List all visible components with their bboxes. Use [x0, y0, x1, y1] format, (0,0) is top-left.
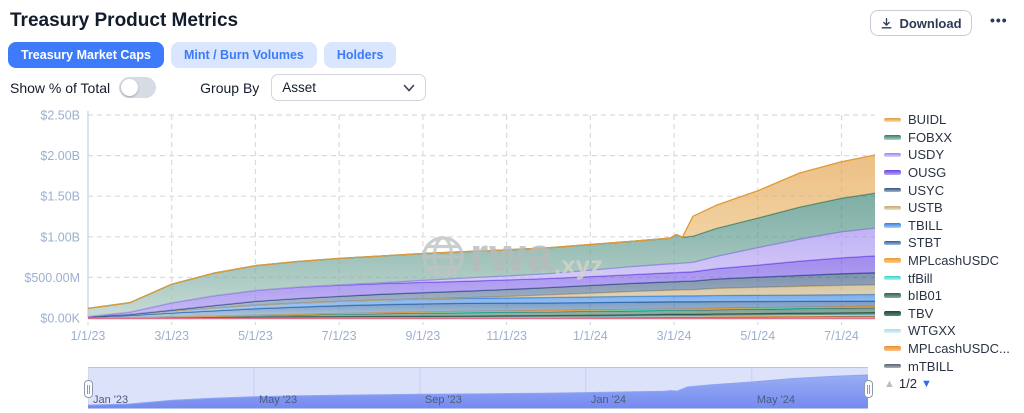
- legend-label: TBILL: [908, 217, 943, 233]
- x-axis-tick: 3/1/24: [657, 329, 692, 343]
- tab-treasury-market-caps[interactable]: Treasury Market Caps: [8, 42, 164, 68]
- time-range-brush[interactable]: Jan '23 May '23 Sep '23 Jan '24 May '24: [84, 367, 873, 409]
- legend-label: MPLcashUSDC: [908, 253, 1000, 269]
- x-axis-tick: 3/1/23: [154, 329, 189, 343]
- legend-color-marker: [884, 328, 901, 334]
- x-axis-tick: 11/1/23: [486, 329, 527, 343]
- legend-color-marker: [884, 363, 901, 369]
- chart-controls: Show % of Total Group By Asset: [10, 74, 427, 101]
- download-icon: [881, 17, 892, 28]
- legend-label: WTGXX: [908, 323, 956, 339]
- legend-color-marker: [884, 187, 901, 193]
- y-axis-tick: $2.00B: [40, 149, 80, 163]
- legend-item[interactable]: USTB: [884, 199, 1010, 217]
- legend-item[interactable]: MPLcashUSDC: [884, 252, 1010, 270]
- x-axis-tick: 9/1/23: [406, 329, 441, 343]
- legend-color-marker: [884, 223, 901, 228]
- legend-item[interactable]: MPLcashUSDC...: [884, 340, 1010, 358]
- legend-item[interactable]: bIB01: [884, 287, 1010, 305]
- chart-tabs: Treasury Market Caps Mint / Burn Volumes…: [8, 42, 397, 68]
- chevron-down-icon: [403, 84, 415, 92]
- brush-tick-label: Jan '24: [590, 394, 626, 406]
- legend-item[interactable]: FOBXX: [884, 129, 1010, 147]
- legend-label: TBV: [908, 305, 934, 321]
- x-axis-tick: 5/1/23: [238, 329, 273, 343]
- legend-color-marker: [884, 205, 901, 211]
- legend-item[interactable]: USYC: [884, 181, 1010, 199]
- y-axis-tick: $0.00K: [40, 312, 80, 326]
- x-axis-tick: 1/1/23: [71, 329, 106, 343]
- legend-page-up-icon[interactable]: ▲: [884, 377, 895, 390]
- legend-label: FOBXX: [908, 129, 953, 145]
- brush-tick-label: May '24: [756, 394, 796, 406]
- brush-minimap-chart: [88, 368, 868, 408]
- legend-item[interactable]: BUIDL: [884, 111, 1010, 129]
- brush-handle-right[interactable]: [864, 380, 873, 398]
- legend-color-marker: [884, 117, 901, 123]
- legend-item[interactable]: TBV: [884, 305, 1010, 323]
- y-axis-tick: $500.00M: [24, 271, 80, 285]
- legend: BUIDL FOBXX USDY OUSG USYC USTB TBILL STBT MPLca…: [884, 111, 1010, 375]
- legend-color-marker: [884, 346, 901, 351]
- legend-label: tfBill: [908, 270, 933, 286]
- legend-pager: ▲ 1/2 ▼: [884, 376, 932, 391]
- legend-color-marker: [884, 152, 901, 158]
- group-by-select[interactable]: Asset: [271, 74, 427, 101]
- legend-label: mTBILL: [908, 358, 954, 374]
- brush-tick-label: Sep '23: [424, 394, 462, 406]
- y-axis-tick: $1.50B: [40, 190, 80, 204]
- legend-label: USDY: [908, 147, 945, 163]
- toggle-knob: [121, 79, 139, 96]
- brush-handle-left[interactable]: [84, 380, 93, 398]
- legend-item[interactable]: mTBILL: [884, 357, 1010, 375]
- x-axis-tick: 5/1/24: [740, 329, 775, 343]
- y-axis-tick: $1.00B: [40, 230, 80, 244]
- legend-color-marker: [884, 135, 901, 140]
- legend-label: STBT: [908, 235, 942, 251]
- legend-label: USYC: [908, 182, 945, 198]
- group-by-value: Asset: [282, 80, 317, 95]
- show-percent-toggle[interactable]: [119, 77, 157, 98]
- legend-color-marker: [884, 275, 901, 281]
- legend-color-marker: [884, 240, 901, 246]
- legend-item[interactable]: OUSG: [884, 164, 1010, 182]
- page-title: Treasury Product Metrics: [10, 10, 239, 31]
- group-by-label: Group By: [200, 79, 260, 96]
- legend-color-marker: [884, 311, 901, 316]
- legend-label: USTB: [908, 200, 943, 216]
- tab-holders[interactable]: Holders: [323, 42, 397, 68]
- x-axis-tick: 1/1/24: [573, 329, 608, 343]
- legend-label: MPLcashUSDC...: [908, 341, 1010, 357]
- download-button[interactable]: Download: [870, 10, 972, 36]
- legend-page-indicator: 1/2: [898, 376, 917, 391]
- stacked-area-chart[interactable]: $0.00K $500.00M $1.00B $1.50B $2.00B $2.50B 1/…: [22, 105, 878, 355]
- download-label: Download: [899, 15, 962, 31]
- legend-label: BUIDL: [908, 112, 947, 128]
- legend-color-marker: [884, 170, 901, 175]
- legend-item[interactable]: STBT: [884, 234, 1010, 252]
- show-percent-label: Show % of Total: [10, 79, 111, 96]
- legend-color-marker: [884, 293, 901, 298]
- brush-tick-label: May '23: [258, 394, 298, 406]
- brush-tick-label: Jan '23: [93, 394, 129, 406]
- x-axis-tick: 7/1/23: [322, 329, 357, 343]
- tab-mint-burn-volumes[interactable]: Mint / Burn Volumes: [170, 42, 317, 68]
- legend-item[interactable]: USDY: [884, 146, 1010, 164]
- legend-item[interactable]: tfBill: [884, 269, 1010, 287]
- legend-item[interactable]: TBILL: [884, 217, 1010, 235]
- legend-label: bIB01: [908, 288, 942, 304]
- more-menu-button[interactable]: •••: [990, 12, 1008, 28]
- legend-label: OUSG: [908, 165, 947, 181]
- x-axis-tick: 7/1/24: [824, 329, 859, 343]
- y-axis-tick: $2.50B: [40, 109, 80, 123]
- legend-item[interactable]: WTGXX: [884, 322, 1010, 340]
- legend-page-down-icon[interactable]: ▼: [920, 377, 932, 390]
- legend-color-marker: [884, 258, 901, 263]
